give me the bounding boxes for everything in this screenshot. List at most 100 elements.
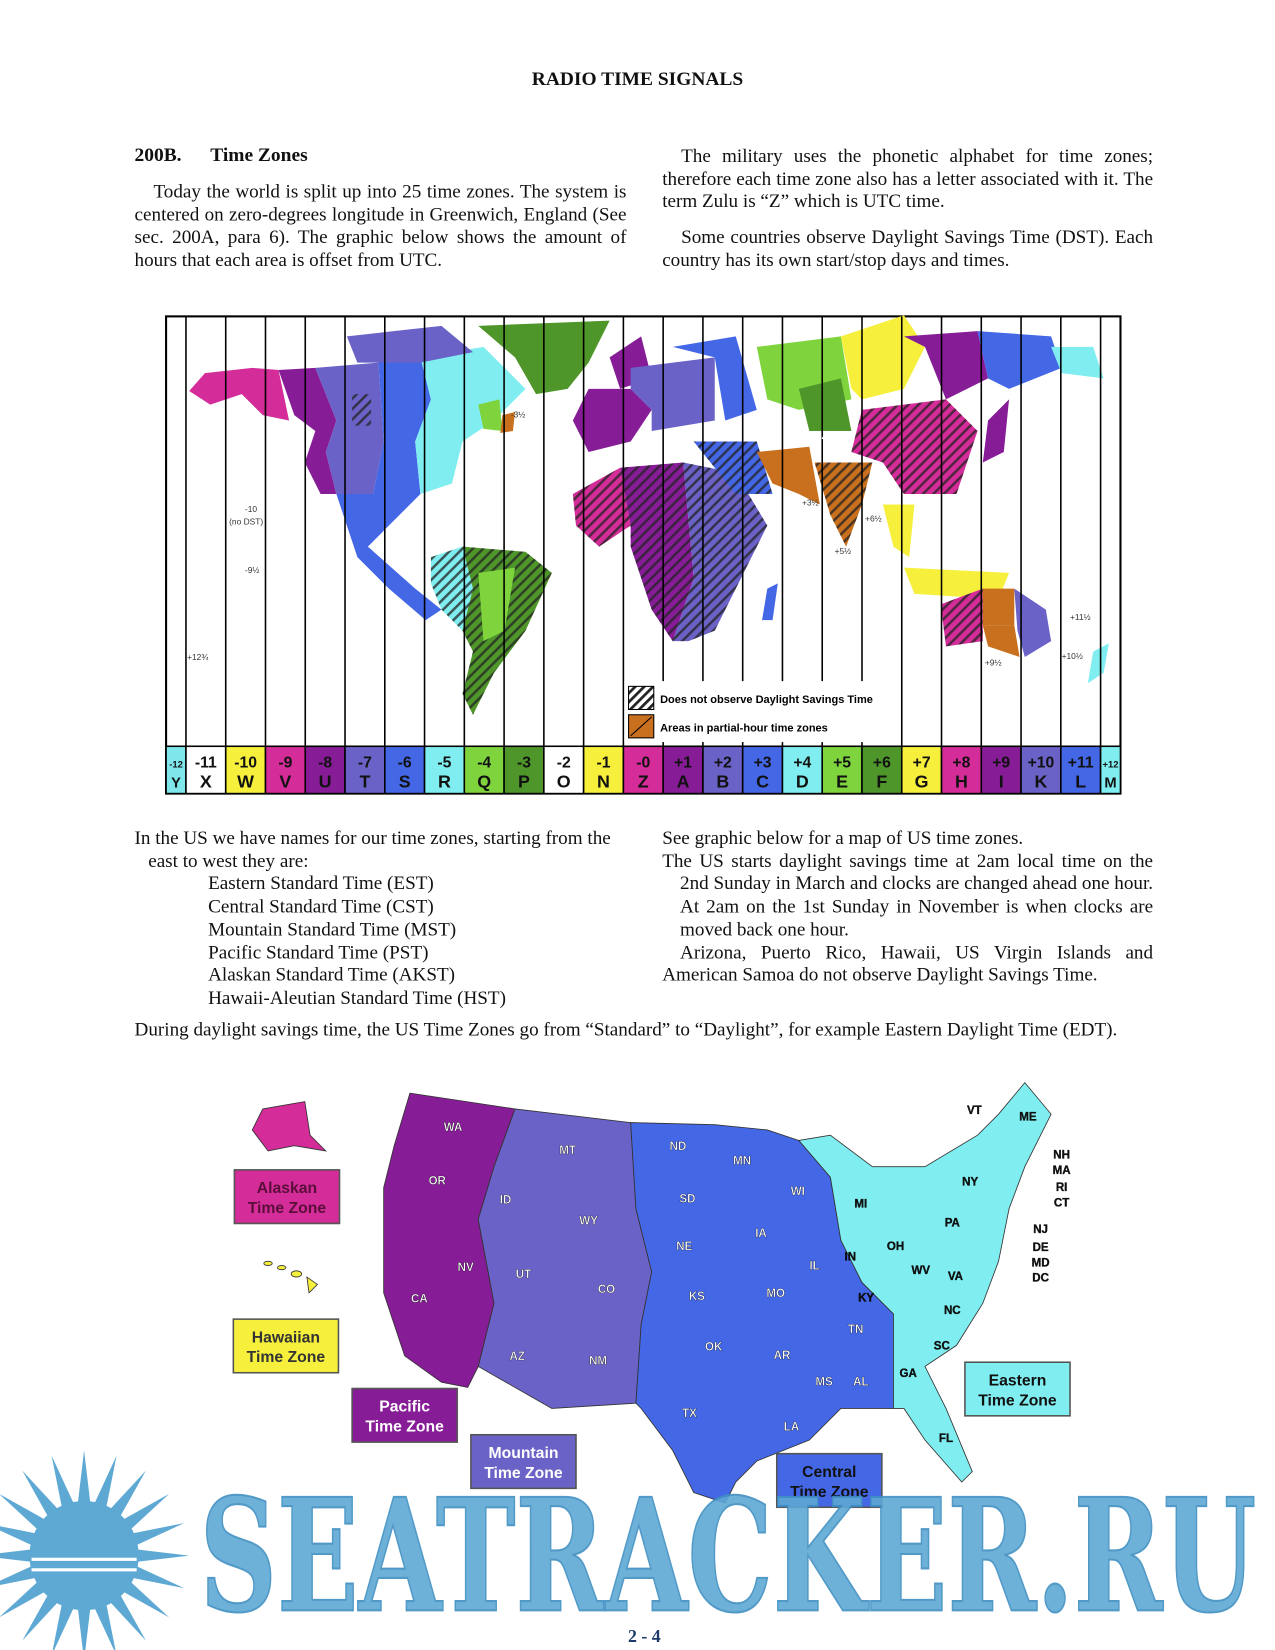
zone-cell-D: +4D	[781, 745, 824, 795]
state-label-mi: MI	[854, 1199, 867, 1211]
zone-letter: L	[1075, 771, 1086, 791]
state-label-ks: KS	[689, 1291, 705, 1303]
zone-label-pacific: Pacific Time Zone	[351, 1387, 459, 1443]
zone-offset: -2	[557, 754, 571, 771]
zone-label-line2: Time Zone	[247, 1349, 326, 1366]
zone-letter: V	[279, 771, 291, 791]
region-east-siberia	[903, 331, 989, 400]
state-label-ms: MS	[815, 1376, 833, 1388]
paragraph-military: The military uses the phonetic alphabet …	[662, 145, 1154, 212]
region-far-east	[977, 331, 1062, 389]
region-eastern-na	[415, 346, 526, 495]
see-graphic-line: See graphic below for a map of US time z…	[662, 827, 1024, 849]
us-zones-list: In the US we have names for our time zon…	[135, 827, 627, 1009]
state-label-il: IL	[809, 1261, 819, 1273]
state-label-me: ME	[1019, 1111, 1037, 1123]
zone-offset: +7	[913, 754, 931, 771]
state-label-id: ID	[500, 1195, 512, 1207]
state-label-ma: MA	[1053, 1165, 1072, 1177]
zone-offset: -5	[437, 754, 451, 771]
zone-offset: +12	[1103, 759, 1119, 770]
state-label-de: DE	[1033, 1242, 1049, 1254]
us-zones-intro: In the US we have names for our time zon…	[134, 827, 611, 872]
annotation-afghanistan: +4.5	[816, 431, 837, 443]
state-label-mn: MN	[733, 1156, 751, 1168]
zone-cell-E: +5E	[821, 745, 863, 795]
zone-offset: -12	[169, 759, 183, 770]
zone-cell-X: -11X	[185, 745, 227, 795]
state-label-nd: ND	[670, 1141, 687, 1153]
zone-label-line1: Hawaiian	[252, 1329, 320, 1346]
state-label-ne: NE	[676, 1241, 692, 1253]
zone-label-line1: Mountain	[488, 1445, 558, 1462]
region-madagascar	[762, 583, 778, 621]
zone-label-central: Central Time Zone	[775, 1452, 883, 1509]
region-se-asia	[882, 504, 915, 558]
region-atlantic	[478, 399, 503, 431]
state-label-ut: UT	[516, 1269, 531, 1281]
annotation-iran: +3½	[802, 498, 819, 508]
zone-label-line2: Time Zone	[248, 1200, 327, 1217]
annotation-marquesas: -9½	[245, 565, 259, 575]
state-label-ct: CT	[1054, 1198, 1069, 1210]
annotation-myanmar: +6½	[865, 513, 882, 523]
annotation-hawaii-note: (no DST)	[229, 516, 263, 526]
zone-letter: T	[359, 771, 370, 791]
zone-cell-S: -6S	[384, 745, 426, 795]
state-label-pa: PA	[945, 1218, 961, 1230]
zone-label-line1: Pacific	[379, 1399, 430, 1416]
zone-letter: D	[796, 771, 809, 791]
state-label-nc: NC	[944, 1305, 961, 1317]
zone-strip: -12Y-11X-10W-9V-8U-7T-6S-5R-4Q-3P-2O-1N-…	[165, 745, 1122, 795]
zone-cell-N: -1N	[582, 745, 625, 795]
annotation-australia-central: +9½	[985, 657, 1002, 667]
page-header: RADIO TIME SIGNALS	[531, 69, 744, 91]
paragraph-dst: Some countries observe Daylight Savings …	[662, 226, 1154, 270]
us-zone-hawaii	[263, 1260, 319, 1294]
zone-letter: C	[756, 771, 769, 791]
zone-cell-L: +11L	[1060, 745, 1102, 795]
section-heading: 200B. Time Zones	[135, 145, 308, 167]
paragraph-time-zones: Today the world is split up into 25 time…	[134, 180, 627, 271]
zone-cell-I: +9I	[980, 745, 1022, 795]
state-label-al: AL	[853, 1376, 868, 1388]
us-zone-name: Central Standard Time (CST)	[208, 895, 434, 917]
region-japan	[982, 399, 1010, 463]
zone-label-mountain: Mountain Time Zone	[470, 1433, 577, 1490]
zone-offset: -9	[278, 754, 292, 771]
state-label-sc: SC	[934, 1341, 951, 1353]
annotation-lord-howe: +10½	[1062, 651, 1083, 661]
zone-offset: +10	[1028, 754, 1055, 771]
state-label-mo: MO	[766, 1288, 785, 1300]
zone-cell-A: +1A	[662, 745, 704, 795]
legend-no-dst: Does not observe Daylight Savings Time	[660, 694, 873, 706]
region-arctic	[346, 325, 473, 363]
region-iran	[756, 446, 820, 505]
us-zone-eastern	[798, 1081, 1052, 1483]
zone-offset: -1	[596, 754, 610, 771]
zone-offset: +5	[833, 754, 851, 771]
zone-cell-C: +3C	[741, 745, 784, 795]
zone-label-alaskan: Alaskan Time Zone	[233, 1169, 341, 1225]
zone-letter: P	[518, 771, 530, 791]
region-central-asia	[798, 378, 852, 431]
state-label-wy: WY	[579, 1216, 598, 1228]
zone-cell-K: +10K	[1020, 745, 1062, 795]
map-annotations: -3½ -10 (no DST) -9½ +12¾ +4.5 +3½ +6½ +…	[187, 409, 1091, 667]
zone-letter: S	[399, 771, 411, 791]
zone-boundary-lines	[185, 316, 1102, 747]
state-label-ga: GA	[899, 1368, 917, 1380]
state-label-ia: IA	[755, 1228, 767, 1240]
zone-offset: +8	[952, 754, 970, 771]
zone-label-line2: Time Zone	[790, 1484, 869, 1501]
zone-letter: N	[597, 771, 610, 791]
zone-letter: W	[237, 771, 254, 791]
us-zone-name: Pacific Standard Time (PST)	[208, 941, 429, 963]
zone-cell-T: -7T	[344, 745, 386, 795]
zone-offset: -10	[234, 754, 257, 771]
state-label-co: CO	[598, 1284, 615, 1296]
region-australia-south	[982, 625, 1020, 657]
zone-offset: +4	[793, 754, 811, 771]
zone-letter: B	[716, 771, 729, 791]
